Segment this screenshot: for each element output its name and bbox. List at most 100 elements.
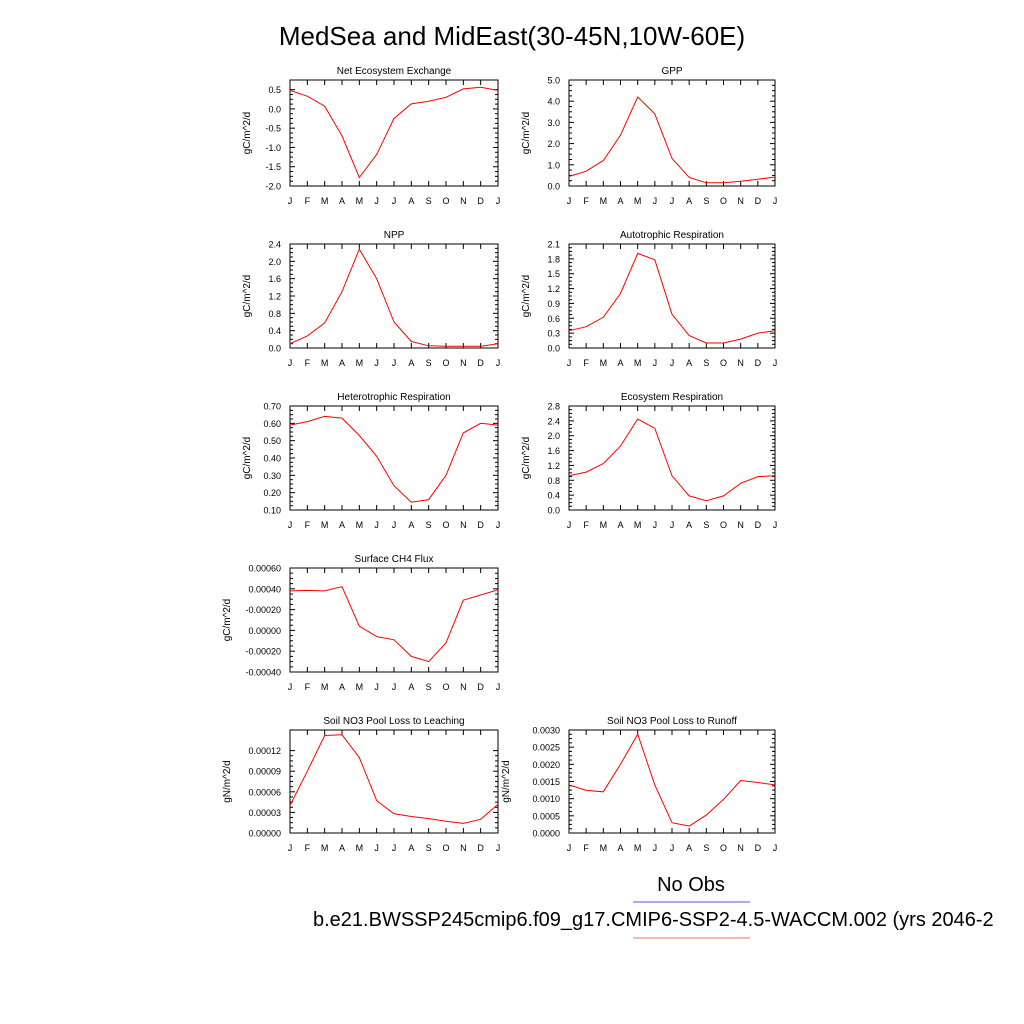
chart-title: Heterotrophic Respiration	[337, 392, 450, 403]
x-tick-label: A	[408, 520, 414, 530]
y-tick-label: 2.8	[547, 402, 560, 412]
x-tick-label: J	[288, 196, 293, 206]
y-tick-label: 0.00000	[248, 829, 281, 839]
y-axis-label: gC/m^2/d	[222, 599, 233, 642]
x-tick-label: J	[392, 196, 397, 206]
x-tick-label: O	[442, 682, 449, 692]
x-tick-label: D	[477, 843, 484, 853]
y-tick-label: 0.0025	[532, 743, 560, 753]
x-tick-label: S	[426, 843, 432, 853]
y-tick-label: 0.0030	[532, 726, 560, 736]
y-tick-label: 2.0	[547, 431, 560, 441]
y-tick-label: 0.0	[547, 506, 560, 516]
plot-frame	[568, 405, 776, 511]
x-tick-label: A	[408, 196, 414, 206]
x-tick-label: D	[477, 682, 484, 692]
x-tick-label: J	[374, 358, 379, 368]
y-tick-label: 0.40	[263, 454, 281, 464]
x-tick-label: M	[321, 358, 329, 368]
x-tick-label: J	[288, 843, 293, 853]
x-tick-label: A	[686, 520, 692, 530]
x-tick-label: J	[288, 520, 293, 530]
x-tick-label: N	[737, 520, 744, 530]
legend-label-obs: No Obs	[657, 874, 725, 896]
y-tick-label: 1.6	[268, 274, 281, 284]
y-tick-label: 0.50	[263, 436, 281, 446]
x-tick-label: J	[374, 196, 379, 206]
x-tick-label: S	[703, 358, 709, 368]
x-tick-label: A	[339, 843, 345, 853]
x-tick-label: M	[356, 843, 364, 853]
chart-title: GPP	[661, 66, 682, 77]
x-tick-label: M	[356, 520, 364, 530]
y-tick-label: 0.3	[547, 329, 560, 339]
legend: No Obs b.e21.BWSSP245cmip6.f09_g17.CMIP6-…	[313, 874, 994, 939]
x-tick-label: A	[686, 196, 692, 206]
y-tick-label: -0.00020	[245, 647, 281, 657]
x-tick-label: M	[634, 520, 642, 530]
x-tick-label: J	[496, 196, 501, 206]
y-tick-label: -0.00020	[245, 605, 281, 615]
chart-title: Net Ecosystem Exchange	[337, 66, 452, 77]
x-tick-label: M	[356, 196, 364, 206]
x-tick-label: J	[567, 520, 572, 530]
x-tick-label: J	[496, 843, 501, 853]
x-tick-label: D	[755, 196, 762, 206]
y-tick-label: 5.0	[547, 76, 560, 86]
x-tick-label: O	[720, 520, 727, 530]
x-tick-label: M	[634, 843, 642, 853]
series-line	[568, 96, 776, 184]
x-tick-label: O	[442, 843, 449, 853]
x-tick-label: M	[356, 358, 364, 368]
legend-label-model: b.e21.BWSSP245cmip6.f09_g17.CMIP6-SSP2-4…	[313, 909, 994, 931]
x-tick-label: J	[653, 843, 658, 853]
y-tick-label: 1.8	[547, 254, 560, 264]
chart-title: Soil NO3 Pool Loss to Leaching	[323, 716, 464, 727]
y-tick-label: 0.00060	[248, 564, 281, 574]
y-axis-label: gC/m^2/d	[521, 437, 532, 480]
x-tick-label: M	[600, 843, 608, 853]
y-tick-label: 2.4	[547, 416, 560, 426]
y-tick-label: 0.00040	[248, 584, 281, 594]
x-tick-label: S	[426, 196, 432, 206]
y-tick-label: -1.5	[265, 162, 281, 172]
y-tick-label: -2.0	[265, 182, 281, 192]
x-tick-label: F	[583, 196, 589, 206]
y-tick-label: 2.1	[547, 240, 560, 250]
y-tick-label: 2.0	[268, 257, 281, 267]
x-tick-label: J	[567, 358, 572, 368]
x-tick-label: J	[773, 843, 778, 853]
x-tick-label: S	[703, 520, 709, 530]
y-tick-label: 2.4	[268, 240, 281, 250]
x-tick-label: S	[703, 843, 709, 853]
plot-frame	[289, 243, 499, 349]
y-axis-label: gC/m^2/d	[242, 275, 253, 318]
y-tick-label: 1.0	[547, 160, 560, 170]
y-tick-label: 0.9	[547, 299, 560, 309]
y-tick-label: 0.5	[268, 85, 281, 95]
x-tick-label: J	[496, 520, 501, 530]
x-tick-label: O	[442, 358, 449, 368]
y-tick-label: 0.0010	[532, 794, 560, 804]
x-tick-label: J	[392, 520, 397, 530]
x-tick-label: F	[305, 843, 311, 853]
y-tick-label: 0.0000	[532, 829, 560, 839]
y-tick-label: 3.0	[547, 118, 560, 128]
y-tick-label: 0.00003	[248, 808, 281, 818]
x-tick-label: F	[583, 358, 589, 368]
x-tick-label: A	[686, 358, 692, 368]
y-tick-label: 0.10	[263, 506, 281, 516]
x-tick-label: J	[374, 843, 379, 853]
y-tick-label: 1.6	[547, 446, 560, 456]
series-line	[289, 734, 499, 824]
x-tick-label: M	[321, 520, 329, 530]
x-tick-label: F	[305, 682, 311, 692]
x-tick-label: J	[653, 520, 658, 530]
x-tick-label: F	[305, 358, 311, 368]
x-tick-label: A	[617, 520, 623, 530]
x-tick-label: M	[634, 196, 642, 206]
x-tick-label: A	[617, 358, 623, 368]
